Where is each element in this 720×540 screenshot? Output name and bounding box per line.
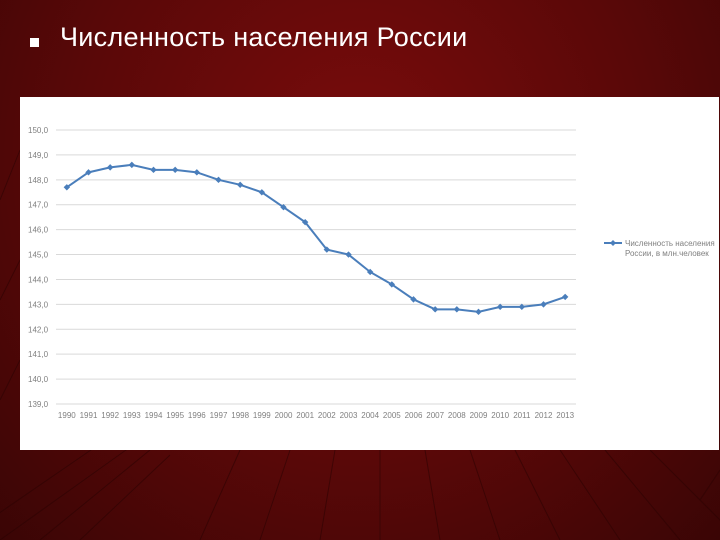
data-point-marker <box>431 306 439 313</box>
x-tick-label: 2012 <box>535 411 553 420</box>
data-point-marker <box>366 268 374 276</box>
series-group <box>63 161 569 316</box>
data-point-marker <box>475 308 482 316</box>
slide-title: Численность населения России <box>60 22 468 52</box>
gridlines <box>56 129 576 405</box>
x-tick-label: 2010 <box>491 411 509 420</box>
y-tick-label: 148,0 <box>28 176 49 185</box>
y-tick-label: 141,0 <box>28 350 49 359</box>
line-chart: 150,0 149,0 148,0 147,0 146,0 145,0 144,0 143,0… <box>28 126 715 420</box>
x-tick-label: 2005 <box>383 411 401 420</box>
y-tick-label: 147,0 <box>28 201 49 210</box>
data-point-marker <box>215 176 222 184</box>
data-point-marker <box>280 204 287 211</box>
x-tick-label: 1999 <box>253 411 271 420</box>
data-point-marker <box>193 169 201 176</box>
x-tick-label: 2011 <box>513 411 531 420</box>
x-tick-label: 2008 <box>448 411 466 420</box>
x-tick-label: 2002 <box>318 411 336 420</box>
x-tick-label: 1994 <box>145 411 163 420</box>
data-point-marker <box>323 246 331 253</box>
series-line <box>66 163 566 313</box>
x-tick-label: 1995 <box>166 411 184 420</box>
x-tick-label: 1992 <box>101 411 119 420</box>
legend-label: Численность населения <box>625 239 715 248</box>
square-bullet-icon <box>30 38 39 47</box>
data-point-marker <box>171 166 179 174</box>
data-point-marker <box>150 166 157 174</box>
data-point-marker <box>63 184 71 191</box>
y-tick-label: 139,0 <box>28 400 49 409</box>
data-point-marker <box>453 306 461 313</box>
legend-marker-icon <box>610 240 616 246</box>
y-axis-ticks: 150,0 149,0 148,0 147,0 146,0 145,0 144,0 143,0… <box>28 126 49 409</box>
y-tick-label: 140,0 <box>28 375 49 384</box>
y-tick-label: 143,0 <box>28 300 49 309</box>
x-tick-label: 2004 <box>361 411 379 420</box>
x-tick-label: 2006 <box>405 411 423 420</box>
x-axis-ticks: 1990 1991 1992 1993 1994 1995 1996 1997 1998 1999… <box>58 411 575 420</box>
data-point-marker <box>128 161 136 169</box>
y-tick-label: 142,0 <box>28 325 49 334</box>
x-tick-label: 1991 <box>80 411 98 420</box>
x-tick-label: 1996 <box>188 411 206 420</box>
x-tick-label: 2001 <box>296 411 314 420</box>
data-point-marker <box>561 293 569 301</box>
data-point-marker <box>496 303 504 311</box>
x-tick-label: 1998 <box>231 411 249 420</box>
x-tick-label: 1997 <box>210 411 228 420</box>
data-point-marker <box>106 164 114 171</box>
y-tick-label: 150,0 <box>28 126 49 135</box>
y-tick-label: 145,0 <box>28 251 49 260</box>
x-tick-label: 1990 <box>58 411 76 420</box>
data-point-marker <box>345 251 352 258</box>
chart-card: 150,0 149,0 148,0 147,0 146,0 145,0 144,0 143,0… <box>20 97 719 450</box>
y-tick-label: 149,0 <box>28 151 49 160</box>
data-point-marker <box>258 189 266 196</box>
x-tick-label: 2013 <box>556 411 574 420</box>
title-bar: Численность населения России <box>0 0 720 95</box>
x-tick-label: 2007 <box>426 411 444 420</box>
data-point-marker <box>410 296 417 303</box>
x-tick-label: 2000 <box>275 411 293 420</box>
x-tick-label: 1993 <box>123 411 141 420</box>
legend-label: России, в млн.человек <box>625 249 709 258</box>
data-point-marker <box>85 169 92 176</box>
x-tick-label: 2009 <box>470 411 488 420</box>
data-point-marker <box>540 301 547 308</box>
y-tick-label: 146,0 <box>28 226 49 235</box>
data-point-marker <box>388 281 396 288</box>
data-point-marker <box>236 181 244 188</box>
y-tick-label: 144,0 <box>28 275 49 284</box>
x-tick-label: 2003 <box>340 411 358 420</box>
